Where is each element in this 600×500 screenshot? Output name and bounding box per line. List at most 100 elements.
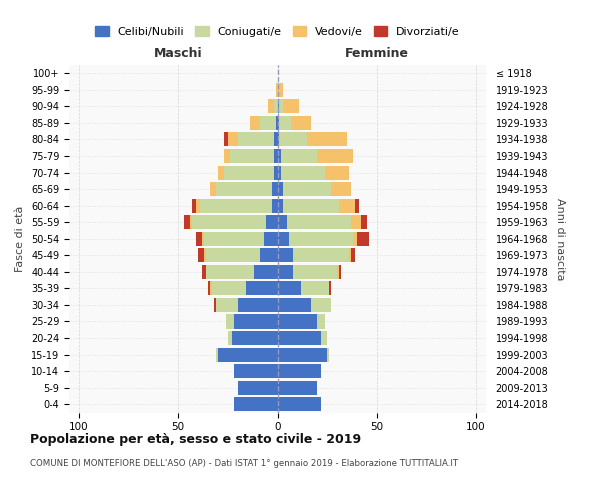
Bar xyxy=(214,298,216,312)
Bar xyxy=(277,248,293,262)
Bar xyxy=(224,132,228,146)
Bar xyxy=(277,182,283,196)
Bar xyxy=(232,331,277,345)
Bar xyxy=(277,397,321,411)
Bar xyxy=(260,116,275,130)
Bar xyxy=(238,380,277,394)
Bar xyxy=(198,248,204,262)
Bar xyxy=(301,282,329,296)
Bar xyxy=(260,248,277,262)
Bar xyxy=(208,282,210,296)
Bar xyxy=(272,198,277,212)
Bar xyxy=(224,149,230,163)
Bar xyxy=(277,166,281,179)
Bar xyxy=(307,132,347,146)
Bar xyxy=(280,116,292,130)
Bar xyxy=(293,248,349,262)
Bar xyxy=(277,232,289,246)
Bar xyxy=(202,232,204,246)
Bar xyxy=(206,248,260,262)
Bar xyxy=(277,282,301,296)
Bar xyxy=(321,331,327,345)
Bar xyxy=(234,314,277,328)
Bar xyxy=(218,348,277,362)
Bar xyxy=(317,314,325,328)
Bar xyxy=(289,232,353,246)
Bar xyxy=(274,166,277,179)
Bar xyxy=(184,215,190,229)
Bar xyxy=(277,314,317,328)
Bar xyxy=(202,265,206,279)
Bar xyxy=(277,215,287,229)
Bar xyxy=(224,166,274,179)
Bar xyxy=(351,248,355,262)
Bar xyxy=(263,232,277,246)
Bar xyxy=(317,149,353,163)
Bar xyxy=(275,116,277,130)
Bar xyxy=(204,248,206,262)
Bar xyxy=(277,331,321,345)
Bar xyxy=(216,348,218,362)
Bar xyxy=(228,331,232,345)
Bar xyxy=(277,116,280,130)
Bar xyxy=(254,265,277,279)
Bar xyxy=(277,100,280,114)
Bar xyxy=(250,116,260,130)
Bar xyxy=(234,397,277,411)
Bar xyxy=(351,215,361,229)
Text: Maschi: Maschi xyxy=(154,47,203,60)
Bar xyxy=(361,215,367,229)
Bar xyxy=(283,198,339,212)
Bar xyxy=(327,348,329,362)
Bar xyxy=(277,364,321,378)
Bar xyxy=(283,100,299,114)
Bar xyxy=(196,198,200,212)
Bar xyxy=(266,215,277,229)
Bar xyxy=(277,265,293,279)
Bar xyxy=(355,198,359,212)
Text: COMUNE DI MONTEFIORE DELL'ASO (AP) - Dati ISTAT 1° gennaio 2019 - Elaborazione T: COMUNE DI MONTEFIORE DELL'ASO (AP) - Dat… xyxy=(30,459,458,468)
Bar xyxy=(281,149,317,163)
Bar xyxy=(329,282,331,296)
Bar xyxy=(277,132,280,146)
Bar xyxy=(287,215,351,229)
Bar xyxy=(210,282,212,296)
Bar xyxy=(212,282,246,296)
Bar xyxy=(337,265,339,279)
Bar xyxy=(238,132,274,146)
Bar xyxy=(292,116,311,130)
Bar xyxy=(216,182,272,196)
Bar xyxy=(331,182,351,196)
Bar xyxy=(325,166,349,179)
Bar xyxy=(192,215,266,229)
Bar xyxy=(357,232,369,246)
Bar xyxy=(218,166,224,179)
Bar xyxy=(280,132,307,146)
Bar xyxy=(280,100,283,114)
Bar xyxy=(234,364,277,378)
Bar xyxy=(293,265,337,279)
Bar xyxy=(274,132,277,146)
Bar xyxy=(272,182,277,196)
Bar xyxy=(206,265,254,279)
Bar xyxy=(210,182,216,196)
Bar xyxy=(275,83,277,97)
Bar xyxy=(339,198,355,212)
Bar xyxy=(277,380,317,394)
Bar xyxy=(196,232,202,246)
Bar xyxy=(238,298,277,312)
Bar xyxy=(230,149,274,163)
Bar xyxy=(192,198,196,212)
Y-axis label: Anni di nascita: Anni di nascita xyxy=(555,198,565,280)
Bar xyxy=(283,182,331,196)
Bar xyxy=(274,100,277,114)
Text: Femmine: Femmine xyxy=(345,47,409,60)
Bar xyxy=(204,232,263,246)
Text: Popolazione per età, sesso e stato civile - 2019: Popolazione per età, sesso e stato civil… xyxy=(30,432,361,446)
Bar xyxy=(226,314,234,328)
Bar xyxy=(228,132,238,146)
Bar xyxy=(277,149,281,163)
Bar xyxy=(246,282,277,296)
Bar xyxy=(190,215,192,229)
Bar xyxy=(281,166,325,179)
